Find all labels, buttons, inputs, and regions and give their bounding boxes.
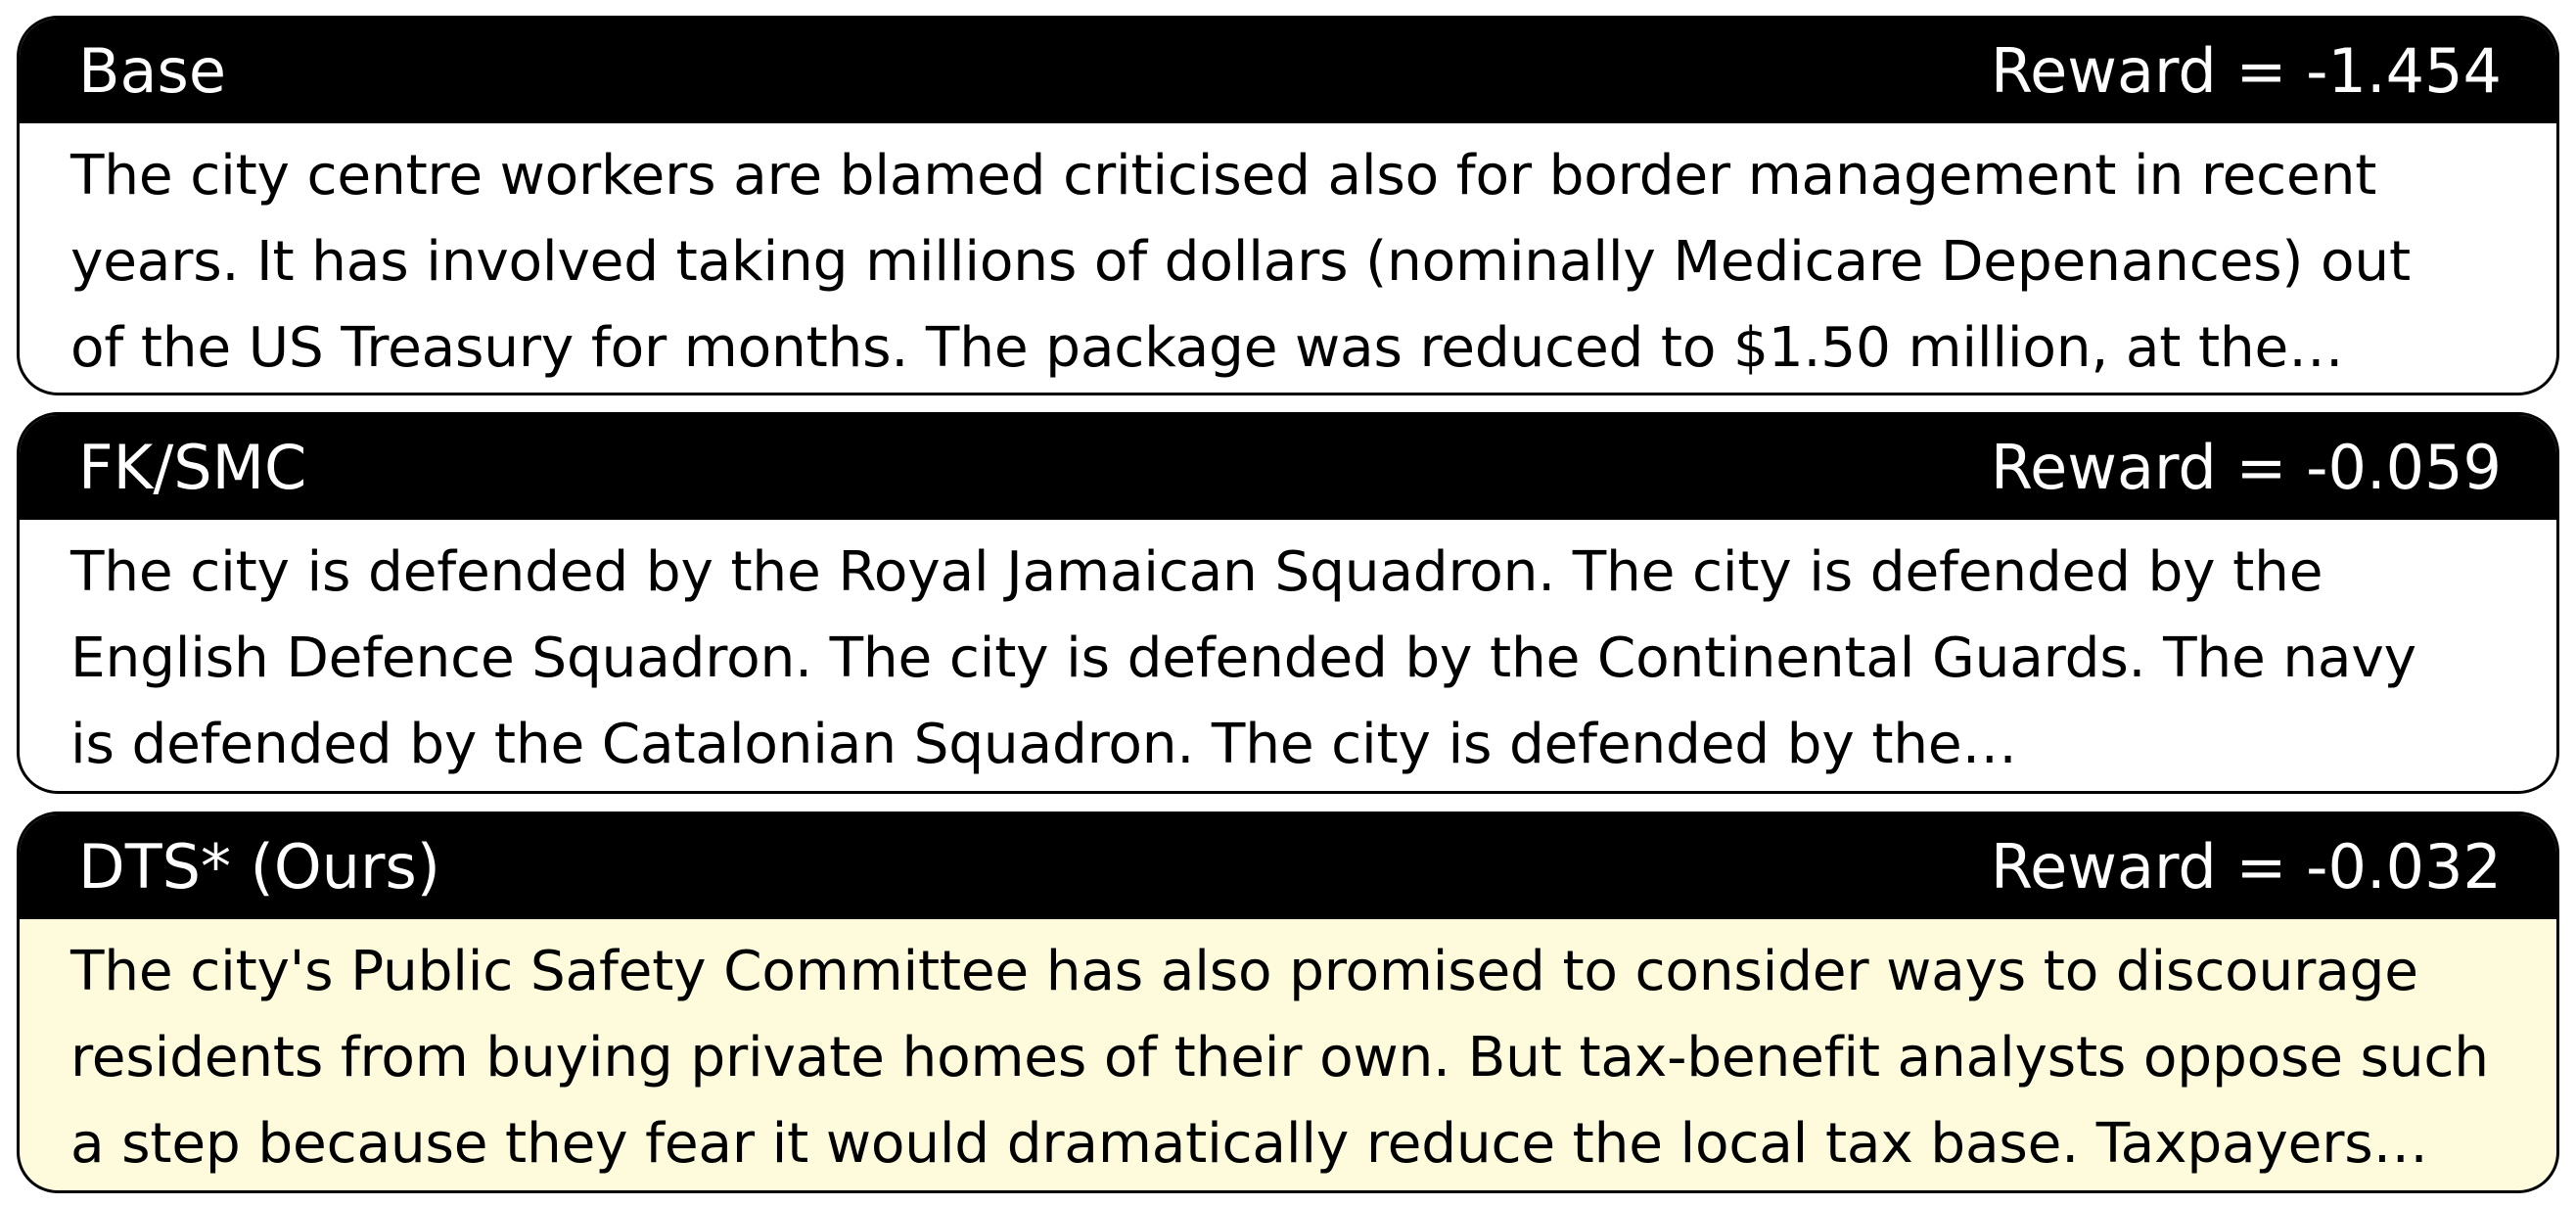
panel-dts-ours: DTS* (Ours) Reward = -0.032 The city's P… bbox=[17, 812, 2559, 1193]
sample-text-line: residents from buying private homes of t… bbox=[70, 1026, 2489, 1090]
panel-fk-smc: FK/SMC Reward = -0.059 The city is defen… bbox=[17, 412, 2559, 794]
panel-header: DTS* (Ours) Reward = -0.032 bbox=[20, 814, 2556, 919]
sample-text: The city's Public Safety Committee has a… bbox=[20, 919, 2556, 1187]
panel-header: FK/SMC Reward = -0.059 bbox=[20, 415, 2556, 520]
sample-text: The city centre workers are blamed criti… bbox=[20, 123, 2556, 392]
sample-text-line: The city is defended by the Royal Jamaic… bbox=[70, 540, 2323, 604]
sample-text: The city is defended by the Royal Jamaic… bbox=[20, 520, 2556, 788]
sample-text-line: The city's Public Safety Committee has a… bbox=[70, 940, 2418, 1003]
method-name: FK/SMC bbox=[78, 431, 307, 503]
panel-header: Base Reward = -1.454 bbox=[20, 19, 2556, 123]
reward-value: Reward = -1.454 bbox=[1990, 34, 2502, 107]
panel-base: Base Reward = -1.454 The city centre wor… bbox=[17, 16, 2559, 395]
sample-text-line: is defended by the Catalonian Squadron. … bbox=[70, 713, 2017, 776]
sample-text-line: a step because they fear it would dramat… bbox=[70, 1112, 2428, 1176]
method-name: Base bbox=[78, 34, 226, 107]
method-name: DTS* (Ours) bbox=[78, 830, 440, 903]
sample-text-line: years. It has involved taking millions o… bbox=[70, 230, 2411, 294]
sample-text-line: English Defence Squadron. The city is de… bbox=[70, 626, 2416, 690]
sample-text-line: The city centre workers are blamed criti… bbox=[70, 144, 2377, 208]
sample-text-line: of the US Treasury for months. The packa… bbox=[70, 316, 2344, 380]
reward-value: Reward = -0.032 bbox=[1990, 830, 2502, 903]
reward-value: Reward = -0.059 bbox=[1990, 431, 2502, 503]
